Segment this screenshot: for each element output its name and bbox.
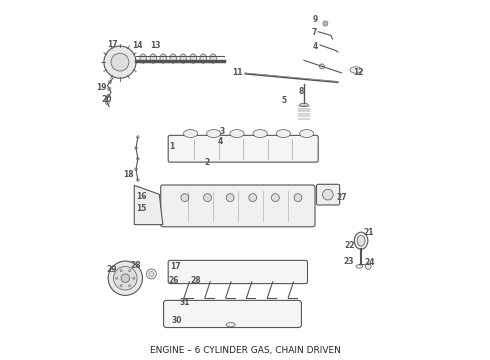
Text: 14: 14	[132, 41, 143, 50]
FancyBboxPatch shape	[168, 260, 308, 284]
Circle shape	[135, 168, 138, 171]
FancyBboxPatch shape	[161, 185, 315, 227]
Text: 17: 17	[170, 262, 181, 271]
Circle shape	[128, 285, 131, 287]
Ellipse shape	[180, 54, 186, 63]
Polygon shape	[134, 185, 163, 225]
Text: 15: 15	[136, 204, 147, 213]
Text: 20: 20	[101, 95, 112, 104]
Ellipse shape	[356, 265, 363, 268]
Circle shape	[135, 147, 138, 149]
Ellipse shape	[207, 130, 221, 138]
Circle shape	[120, 270, 122, 272]
FancyBboxPatch shape	[164, 300, 301, 328]
Circle shape	[128, 270, 131, 272]
Text: 18: 18	[123, 170, 134, 179]
Ellipse shape	[354, 232, 368, 249]
Circle shape	[107, 87, 111, 91]
Text: 21: 21	[363, 228, 373, 237]
Text: 7: 7	[311, 28, 317, 37]
Circle shape	[108, 261, 143, 296]
Ellipse shape	[300, 103, 308, 107]
Text: 26: 26	[168, 275, 179, 284]
Circle shape	[181, 194, 189, 202]
Circle shape	[147, 269, 156, 279]
Ellipse shape	[140, 54, 147, 63]
Circle shape	[203, 194, 211, 202]
Ellipse shape	[183, 130, 197, 138]
Text: 29: 29	[107, 265, 118, 274]
Text: ENGINE – 6 CYLINDER GAS, CHAIN DRIVEN: ENGINE – 6 CYLINDER GAS, CHAIN DRIVEN	[149, 346, 341, 355]
Text: 28: 28	[191, 275, 201, 284]
Ellipse shape	[276, 130, 291, 138]
Text: 19: 19	[96, 83, 107, 92]
Text: 13: 13	[150, 41, 160, 50]
Text: 12: 12	[353, 68, 364, 77]
Text: 4: 4	[313, 42, 318, 51]
Circle shape	[108, 80, 112, 84]
Ellipse shape	[357, 235, 365, 246]
Ellipse shape	[226, 323, 235, 327]
Text: 30: 30	[171, 315, 182, 324]
Text: 9: 9	[313, 15, 318, 24]
Text: 5: 5	[282, 96, 287, 105]
Circle shape	[136, 136, 139, 139]
Circle shape	[111, 53, 129, 71]
Text: 22: 22	[344, 240, 355, 249]
Circle shape	[271, 194, 279, 202]
Circle shape	[107, 94, 110, 98]
Ellipse shape	[299, 130, 314, 138]
Text: 3: 3	[219, 127, 224, 136]
Ellipse shape	[160, 54, 167, 63]
Circle shape	[319, 64, 324, 69]
Circle shape	[366, 264, 371, 269]
Text: 11: 11	[232, 68, 243, 77]
Circle shape	[226, 194, 234, 202]
Text: 2: 2	[205, 158, 210, 167]
Text: 31: 31	[179, 298, 190, 307]
Circle shape	[136, 157, 139, 160]
Ellipse shape	[200, 54, 206, 63]
Text: 27: 27	[337, 193, 347, 202]
Circle shape	[136, 179, 139, 181]
Circle shape	[324, 22, 326, 24]
Text: 23: 23	[343, 257, 354, 266]
FancyBboxPatch shape	[317, 184, 340, 205]
Text: 16: 16	[136, 192, 147, 201]
Circle shape	[116, 277, 118, 279]
Circle shape	[121, 274, 130, 283]
Ellipse shape	[150, 54, 156, 63]
Ellipse shape	[350, 67, 362, 73]
Ellipse shape	[230, 130, 244, 138]
FancyBboxPatch shape	[168, 135, 318, 162]
Text: 4: 4	[218, 137, 222, 146]
Circle shape	[294, 194, 302, 202]
Circle shape	[114, 266, 137, 290]
Text: 1: 1	[169, 141, 174, 150]
Circle shape	[249, 194, 257, 202]
Ellipse shape	[190, 54, 196, 63]
Circle shape	[149, 271, 154, 276]
Circle shape	[106, 102, 109, 105]
Circle shape	[104, 46, 136, 78]
Circle shape	[120, 285, 122, 287]
Text: 8: 8	[299, 87, 304, 96]
Text: 17: 17	[107, 40, 118, 49]
Text: 24: 24	[364, 258, 374, 267]
Circle shape	[133, 277, 135, 279]
Ellipse shape	[210, 54, 217, 63]
Circle shape	[322, 189, 333, 200]
Ellipse shape	[170, 54, 176, 63]
Text: 28: 28	[130, 261, 141, 270]
Circle shape	[323, 21, 328, 26]
Ellipse shape	[253, 130, 268, 138]
